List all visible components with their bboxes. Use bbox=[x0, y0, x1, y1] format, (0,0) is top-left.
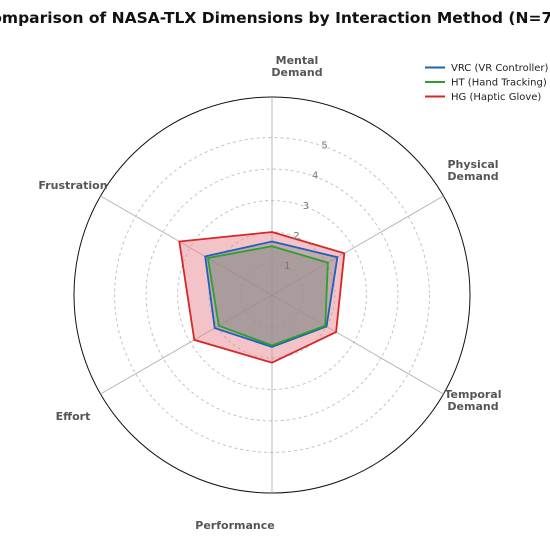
axis-label-line: Physical bbox=[447, 158, 498, 171]
legend: VRC (VR Controller) HT (Hand Tracking) HG … bbox=[425, 63, 549, 103]
axis-label: Temporal Demand bbox=[444, 388, 501, 413]
tick-label: 4 bbox=[312, 171, 318, 182]
axis-label: Performance bbox=[195, 519, 274, 532]
axis-label-line: Performance bbox=[195, 519, 274, 532]
axis-label: Physical Demand bbox=[447, 158, 498, 183]
legend-label: HG (Haptic Glove) bbox=[451, 92, 541, 103]
axis-label-line: Demand bbox=[271, 66, 322, 79]
axis-label: Mental Demand bbox=[271, 54, 322, 79]
axis-label-line: Demand bbox=[447, 170, 498, 183]
series-area bbox=[207, 246, 328, 346]
axis-label: Frustration bbox=[38, 179, 107, 192]
series-line bbox=[178, 231, 346, 364]
series-line bbox=[204, 240, 339, 348]
series-layer bbox=[178, 231, 346, 364]
axis-label-line: Frustration bbox=[38, 179, 107, 192]
axis-label-line: Temporal bbox=[444, 388, 501, 401]
axis-label-line: Effort bbox=[56, 410, 91, 423]
tick-label: 3 bbox=[303, 201, 309, 212]
axis-label: Effort bbox=[56, 410, 91, 423]
series-line bbox=[206, 245, 329, 347]
grid-ring bbox=[145, 168, 399, 422]
axis-label-line: Demand bbox=[447, 400, 498, 413]
chart-title: Comparison of NASA-TLX Dimensions by Int… bbox=[0, 9, 550, 27]
legend-label: VRC (VR Controller) bbox=[451, 63, 549, 74]
tick-label: 1 bbox=[284, 261, 290, 272]
tick-label: 2 bbox=[293, 231, 299, 242]
series-area bbox=[205, 241, 338, 347]
tick-label: 5 bbox=[321, 141, 327, 152]
legend-label: HT (Hand Tracking) bbox=[451, 78, 547, 89]
tick-labels-layer: 1 2 3 4 5 bbox=[284, 141, 328, 272]
axis-label-line: Mental bbox=[276, 54, 319, 67]
